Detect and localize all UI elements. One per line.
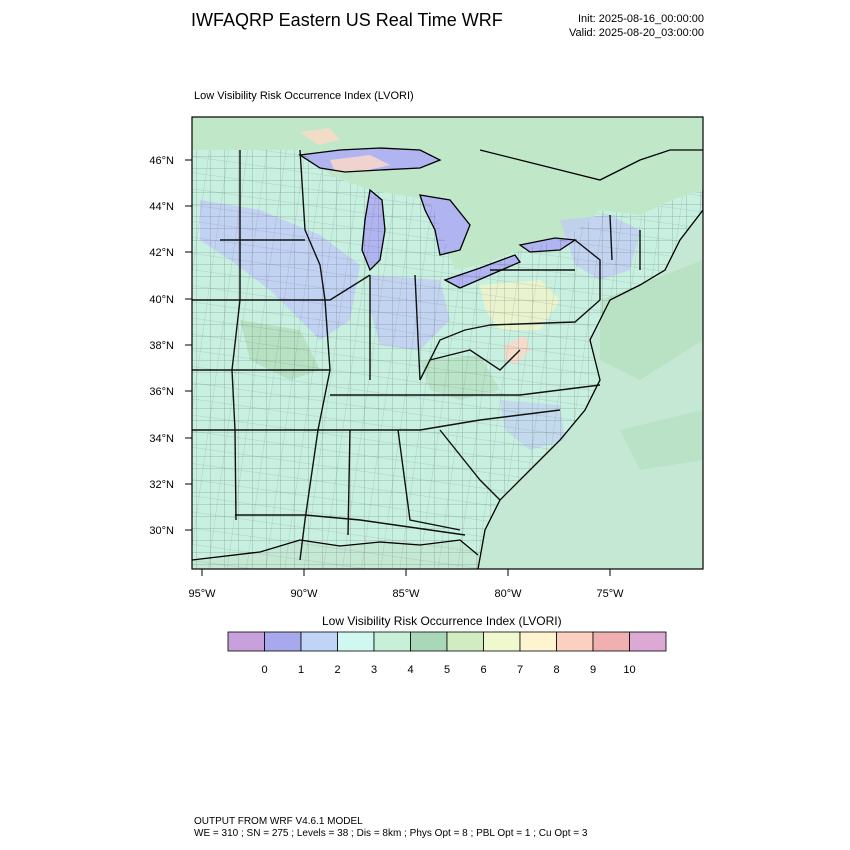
lon-label: 90°W [290, 588, 318, 600]
colorbar-swatch [337, 631, 375, 652]
colorbar-swatch [410, 631, 448, 652]
lat-label: 38°N [149, 340, 174, 352]
main-title: IWFAQRP Eastern US Real Time WRF [191, 10, 503, 30]
lat-label: 36°N [149, 386, 174, 398]
colorbar-label: 9 [590, 664, 596, 676]
init-time: Init: 2025-08-16_00:00:00 [578, 13, 704, 25]
plot-subtitle: Low Visibility Risk Occurrence Index (LV… [194, 90, 414, 102]
warm-patch-up [330, 155, 390, 172]
lat-label: 44°N [149, 201, 174, 213]
offshore-band-south [620, 410, 703, 470]
colorbar-label: 7 [517, 664, 523, 676]
lat-label: 46°N [149, 155, 174, 167]
lon-label: 95°W [188, 588, 216, 600]
lat-label: 40°N [149, 294, 174, 306]
colorbar-swatch [227, 631, 265, 652]
state-boundaries [192, 149, 641, 561]
colorbar-label: 10 [623, 664, 635, 676]
lat-label: 34°N [149, 433, 174, 445]
colorbar-label: 1 [298, 664, 304, 676]
lon-label: 80°W [494, 588, 522, 600]
colorbar-label: 3 [371, 664, 377, 676]
lat-axis: 46°N 44°N 42°N 40°N 38°N 36°N 34°N 32°N 30°N [149, 155, 192, 537]
colorbar-swatch [264, 631, 302, 652]
county-lines-secondary [192, 150, 703, 569]
colorbar-label: 2 [334, 664, 340, 676]
colorbar: 0 1 2 3 4 5 6 7 8 9 10 [227, 631, 667, 676]
colorbar-title: Low Visibility Risk Occurrence Index (LV… [322, 614, 562, 628]
lat-label: 30°N [149, 525, 174, 537]
colorbar-swatch [592, 631, 630, 652]
lat-label: 42°N [149, 247, 174, 259]
lon-axis: 95°W 90°W 85°W 80°W 75°W [188, 569, 624, 600]
warm-patch-ontario [300, 128, 340, 145]
colorbar-swatch [446, 631, 484, 652]
map-area [192, 117, 703, 569]
plot-frame [191, 116, 704, 570]
valid-time: Valid: 2025-08-20_03:00:00 [569, 27, 704, 39]
colorbar-label: 0 [261, 664, 267, 676]
footer-config-line: WE = 310 ; SN = 275 ; Levels = 38 ; Dis … [194, 828, 588, 839]
colorbar-label: 8 [553, 664, 559, 676]
footer-model-line: OUTPUT FROM WRF V4.6.1 MODEL [194, 816, 363, 827]
lon-label: 75°W [596, 588, 624, 600]
colorbar-swatch [519, 631, 557, 652]
lat-label: 32°N [149, 479, 174, 491]
colorbar-swatch [300, 631, 338, 652]
colorbar-swatch [373, 631, 411, 652]
colorbar-swatch [629, 631, 667, 652]
colorbar-label: 4 [407, 664, 413, 676]
coastlines [192, 147, 703, 569]
colorbar-label: 6 [480, 664, 486, 676]
colorbar-swatch [483, 631, 521, 652]
colorbar-label: 5 [444, 664, 450, 676]
lon-label: 85°W [392, 588, 420, 600]
colorbar-swatch [556, 631, 594, 652]
